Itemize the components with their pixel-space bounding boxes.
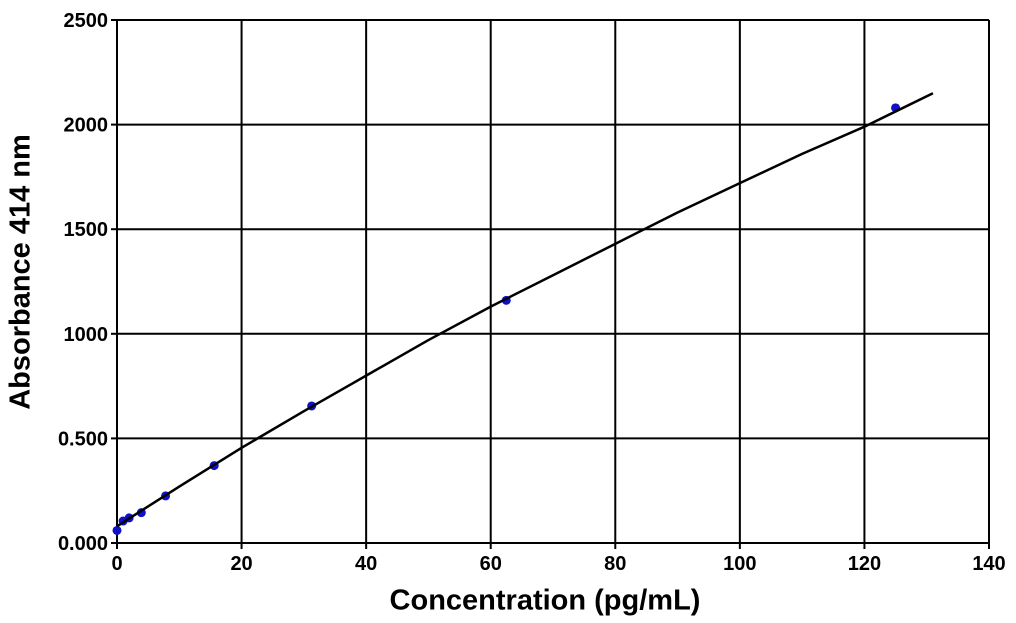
fit-curve [116,92,934,528]
y-tick-label: 0.000 [58,533,108,555]
y-tick-label: 0.500 [58,428,108,450]
y-axis-label: Absorbance 414 nm [5,134,37,410]
x-tick-label: 20 [230,553,252,575]
x-tick-label: 0 [111,553,122,575]
x-tick-label: 60 [480,553,502,575]
x-tick-label: 40 [355,553,377,575]
x-axis-label: Concentration (pg/mL) [390,585,701,617]
y-tick-label: 2500 [64,10,109,32]
x-tick-label: 140 [972,553,1005,575]
y-tick-label: 1000 [64,324,109,346]
x-tick-label: 120 [848,553,881,575]
y-tick-label: 2000 [64,115,109,137]
x-tick-label: 100 [723,553,756,575]
x-tick-label: 80 [604,553,626,575]
y-tick-label: 1500 [64,219,109,241]
data-point [112,525,122,535]
